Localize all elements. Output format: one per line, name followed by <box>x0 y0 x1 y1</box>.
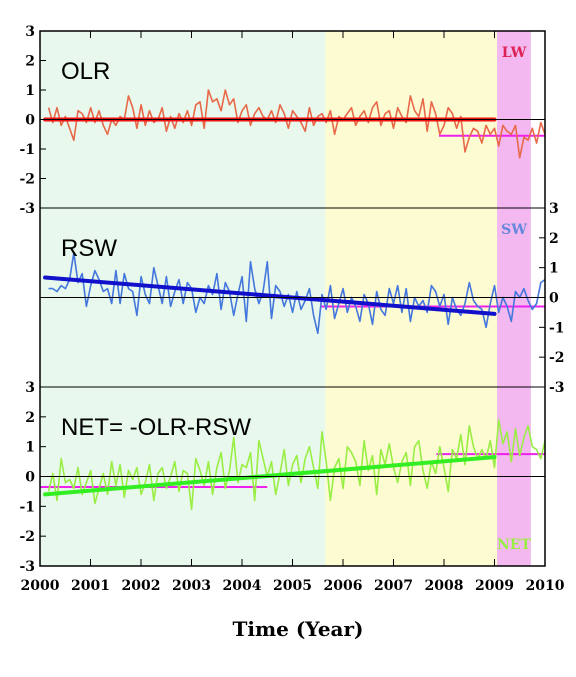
xtick-label-9: 2009 <box>475 578 514 594</box>
xtick-label-10: 2010 <box>526 578 565 594</box>
xtick-label-7: 2007 <box>374 578 413 594</box>
panel-1-ytick-label-1: 2 <box>549 231 559 247</box>
xtick-label-8: 2008 <box>425 578 464 594</box>
panel-1-ytick-label-0: 3 <box>549 201 559 217</box>
panel-1-title: RSW <box>61 235 117 262</box>
panel-0-title: OLR <box>61 58 110 85</box>
panel-2-trend-line <box>43 455 497 497</box>
panel-1-ytick-label-6: -3 <box>549 380 565 396</box>
panel-0-ytick-label-2: 1 <box>25 83 35 99</box>
panel-1-ytick-label-3: 0 <box>549 291 559 307</box>
panel-0-region-tag: LW <box>502 45 527 61</box>
frame-layer <box>39 30 546 567</box>
panel-2-ytick-label-3: 0 <box>25 470 35 486</box>
panel-2-ytick-label-6: -3 <box>19 559 35 575</box>
xtick-label-6: 2006 <box>324 578 363 594</box>
panel-0-ytick-label-4: -1 <box>19 142 35 158</box>
xtick-label-5: 2005 <box>273 578 312 594</box>
panel-0-ytick-label-0: 3 <box>25 24 35 40</box>
panel-2-ytick-label-2: 1 <box>25 440 35 456</box>
label-layer: 3 2 1 0 -1 -2 -3 OLR LW 3 2 1 0 -1 -2 -3 RSW SW 3 2 1 0 -1 -2 -3… <box>19 24 564 594</box>
panel-2-ytick-label-4: -1 <box>19 499 35 515</box>
panel-2-title: NET= -OLR-RSW <box>61 414 251 441</box>
panel-1-trend-line <box>43 275 497 316</box>
panel-1-ytick-label-2: 1 <box>549 261 559 277</box>
xtick-label-3: 2003 <box>172 578 211 594</box>
panel-2-ytick-label-5: -2 <box>19 529 35 545</box>
panel-2-region-tag: NET <box>497 537 531 553</box>
xtick-label-2: 2002 <box>122 578 161 594</box>
panel-0-ytick-label-6: -3 <box>19 201 35 217</box>
x-axis-title: Time (Year) <box>232 617 363 641</box>
panel-1-region-tag: SW <box>501 222 527 238</box>
xtick-label-4: 2004 <box>223 578 262 594</box>
xtick-label-1: 2001 <box>71 578 110 594</box>
panel-2-ytick-label-1: 2 <box>25 410 35 426</box>
panel-0-series-line <box>47 89 546 159</box>
panel-2-ytick-label-0: 3 <box>25 380 35 396</box>
panel-1-ytick-label-4: -1 <box>549 320 565 336</box>
xtick-label-0: 2000 <box>21 578 60 594</box>
panel-0-ytick-label-1: 2 <box>25 54 35 70</box>
panel-1-ytick-label-5: -2 <box>549 350 565 366</box>
panel-0-ytick-label-5: -2 <box>19 172 35 188</box>
panel-0-ytick-label-3: 0 <box>25 113 35 129</box>
